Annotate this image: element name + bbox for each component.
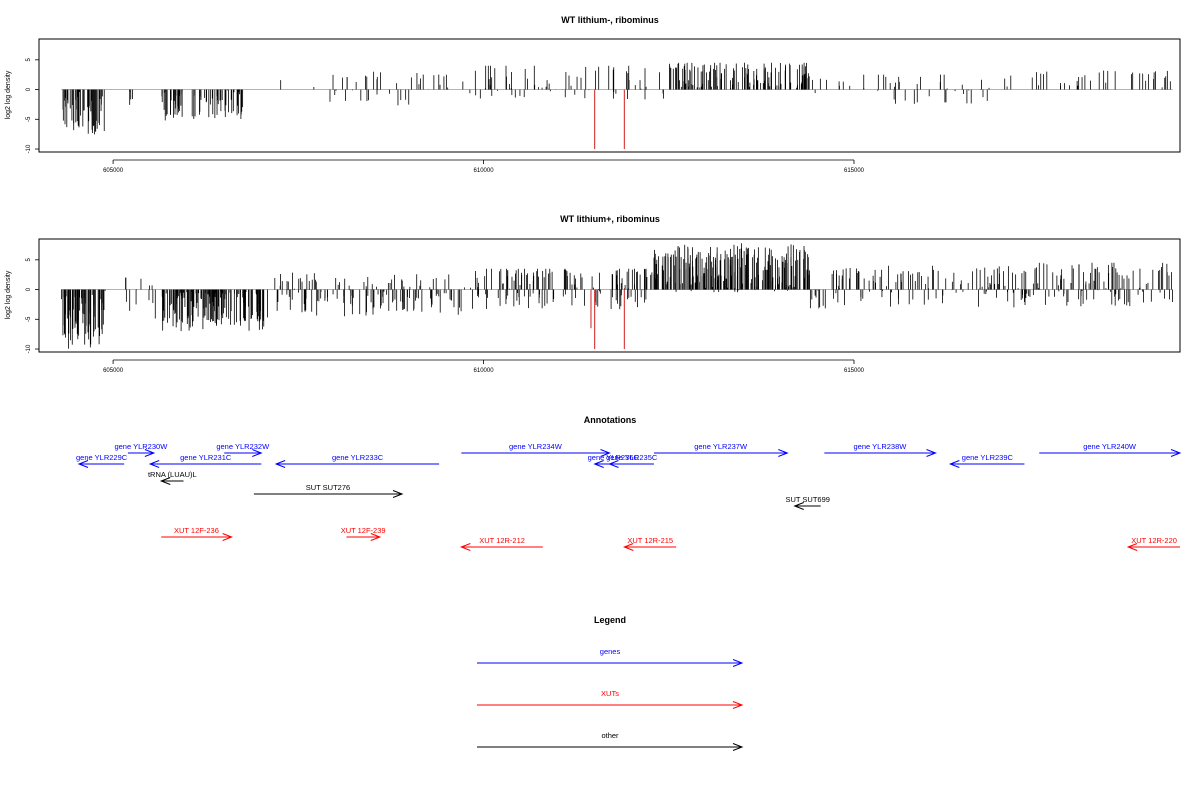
plot-frame: [38, 238, 1181, 353]
feature-gene: gene YLR232W: [216, 442, 270, 457]
y-tick-label: 0: [26, 87, 32, 91]
x-tick-label: 615000: [844, 368, 865, 374]
feature-xut: XUT 12R-212: [459, 536, 543, 551]
axes: 5 0 -5 -10 605000 610000 615000: [26, 257, 865, 374]
annotation-track: Annotations gene YLR229C gene YLR230W tRNA…: [76, 415, 1182, 551]
feature-gene: gene YLR238W: [824, 442, 937, 457]
x-tick-label: 610000: [474, 368, 495, 374]
y-tick-label: -5: [26, 116, 32, 122]
x-tick-label: 605000: [103, 168, 124, 174]
x-tick-label: 610000: [474, 168, 495, 174]
y-tick-label: -5: [26, 316, 32, 322]
feature-label: tRNA (LUAU)L: [148, 470, 197, 479]
legend: Legend genes XUTs other: [477, 615, 744, 751]
feature-gene: gene YLR230W: [114, 442, 168, 457]
legend-item-gene: genes: [477, 647, 744, 667]
feature-gene: gene YLR231C: [148, 453, 262, 468]
feature-gene: gene YLR239C: [948, 453, 1025, 468]
coverage-bars: [61, 243, 1173, 350]
feature-label: gene YLR235C: [606, 453, 658, 462]
feature-xut: XUT 12F-239: [341, 526, 386, 541]
panel-title: WT lithium-, ribominus: [561, 15, 659, 25]
feature-other: SUT SUT699: [785, 495, 830, 510]
feature-label: XUT 12R-212: [479, 536, 525, 545]
feature-gene: gene YLR237W: [653, 442, 789, 457]
y-tick-label: 0: [26, 287, 32, 291]
feature-label: gene YLR240W: [1083, 442, 1137, 451]
feature-list: gene YLR229C gene YLR230W tRNA (LUAU)L gene…: [76, 442, 1182, 551]
x-tick-label: 615000: [844, 168, 865, 174]
legend-label: other: [601, 731, 619, 740]
feature-label: SUT SUT276: [306, 483, 350, 492]
coverage-panel-lithium-minus: WT lithium-, ribominus log2 log density …: [5, 15, 1181, 174]
feature-label: gene YLR229C: [76, 453, 128, 462]
feature-label: XUT 12F-236: [174, 526, 219, 535]
legend-item-xut: XUTs: [477, 689, 744, 709]
annotations-title: Annotations: [584, 415, 637, 425]
feature-xut: XUT 12F-236: [161, 526, 234, 541]
coverage-bars: [61, 62, 1173, 150]
feature-label: XUT 12R-215: [627, 536, 673, 545]
feature-label: gene YLR234W: [509, 442, 563, 451]
y-tick-label: -10: [26, 144, 32, 153]
legend-title: Legend: [594, 615, 626, 625]
feature-label: XUT 12R-220: [1131, 536, 1177, 545]
y-axis-label: log2 log density: [5, 70, 12, 119]
legend-label: genes: [600, 647, 621, 656]
feature-xut: XUT 12R-220: [1126, 536, 1180, 551]
y-tick-label: -10: [26, 344, 32, 353]
feature-label: gene YLR233C: [332, 453, 384, 462]
feature-other: tRNA (LUAU)L: [148, 470, 197, 485]
legend-label: XUTs: [601, 689, 619, 698]
feature-other: SUT SUT276: [253, 483, 404, 498]
feature-label: gene YLR232W: [216, 442, 270, 451]
x-tick-label: 605000: [103, 368, 124, 374]
feature-label: SUT SUT699: [785, 495, 829, 504]
legend-item-other: other: [477, 731, 744, 751]
axes: 5 0 -5 -10 605000 610000 615000: [26, 57, 865, 174]
feature-label: gene YLR231C: [180, 453, 232, 462]
y-tick-label: 5: [26, 57, 32, 61]
feature-label: gene YLR236C: [588, 453, 640, 462]
feature-label: gene YLR230W: [114, 442, 168, 451]
feature-label: XUT 12F-239: [341, 526, 386, 535]
feature-label: gene YLR239C: [962, 453, 1014, 462]
feature-gene: gene YLR233C: [274, 453, 440, 468]
y-axis-label: log2 log density: [5, 270, 12, 319]
legend-items: genes XUTs other: [477, 647, 744, 751]
plot-frame: [38, 38, 1181, 153]
feature-gene: gene YLR236C: [588, 453, 640, 468]
feature-gene: gene YLR240W: [1039, 442, 1182, 457]
panel-title: WT lithium+, ribominus: [560, 214, 660, 224]
y-tick-label: 5: [26, 257, 32, 261]
feature-gene: gene YLR229C: [76, 453, 128, 468]
feature-label: gene YLR238W: [854, 442, 908, 451]
coverage-panel-lithium-plus: WT lithium+, ribominus log2 log density …: [5, 214, 1181, 374]
feature-xut: XUT 12R-215: [622, 536, 677, 551]
feature-label: gene YLR237W: [694, 442, 748, 451]
feature-gene: gene YLR234W: [461, 442, 611, 457]
